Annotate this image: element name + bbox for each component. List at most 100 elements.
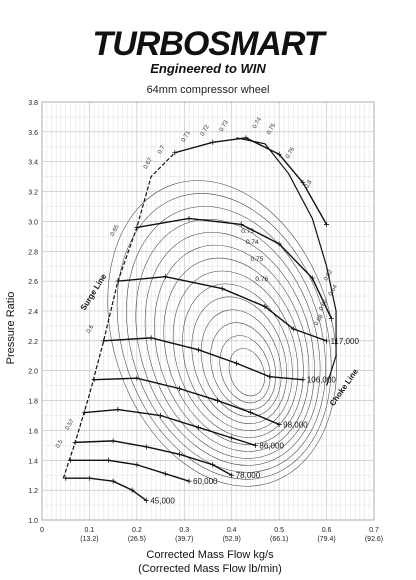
x-tick-label: 0 <box>40 527 44 534</box>
speed-line-marker <box>177 386 183 392</box>
speed-line-marker <box>110 438 116 444</box>
speed-line-marker <box>210 139 216 145</box>
efficiency-value-label: 0.73 <box>219 119 230 133</box>
speed-line-marker <box>172 150 178 156</box>
y-tick-label: 1.8 <box>28 399 38 406</box>
speed-line <box>65 477 147 502</box>
x-axis-title-secondary: (Corrected Mass Flow lb/min) <box>138 563 282 575</box>
x-tick-label: 0.4 <box>227 527 237 534</box>
speed-line-marker <box>129 487 135 493</box>
efficiency-contour <box>116 193 332 480</box>
x-axis-title: Corrected Mass Flow kg/s <box>146 549 274 561</box>
speed-line <box>103 337 303 381</box>
speed-line-marker <box>276 241 282 247</box>
speed-line-marker <box>262 304 268 310</box>
speed-line-marker <box>300 180 306 186</box>
efficiency-value-label: 0.67 <box>143 156 154 170</box>
efficiency-value-label: 0.65 <box>110 224 121 238</box>
efficiency-contour <box>219 335 271 404</box>
speed-line-label: 86,000 <box>259 441 284 450</box>
y-tick-label: 2.2 <box>28 339 38 346</box>
efficiency-value-label: 0.76 <box>285 146 296 160</box>
speed-line-marker <box>186 478 192 484</box>
x-tick-label: 0.3 <box>179 527 189 534</box>
surge-line-label: Surge Line <box>79 272 109 312</box>
speed-line-marker <box>134 462 140 468</box>
brand-tagline: Engineered to WIN <box>150 61 266 76</box>
y-tick-label: 3.0 <box>28 219 38 226</box>
efficiency-value-label: 0.57 <box>65 418 76 432</box>
y-tick-label: 3.2 <box>28 190 38 197</box>
speed-line-label: 45,000 <box>150 497 175 506</box>
speed-line-label: 106,000 <box>307 376 336 385</box>
speed-line-marker <box>148 335 154 341</box>
brand-logo-wordmark: TURBOSMART Engineered to WIN <box>92 25 328 76</box>
speed-line-marker <box>196 424 202 430</box>
axis-ticks: 1.0 1.2 1.4 1.6 1.8 2.0 2.2 2.4 2.6 2.8 3.0 3.2 3.4 3… <box>28 100 383 543</box>
efficiency-value-label: 0.68 <box>314 313 325 327</box>
y-tick-label: 3.8 <box>28 100 38 107</box>
speed-line-marker <box>177 451 183 457</box>
y-tick-label: 2.4 <box>28 309 38 316</box>
efficiency-contour <box>154 244 310 452</box>
efficiency-contour <box>172 270 299 438</box>
efficiency-value-label: 0.64 <box>328 283 339 297</box>
speed-line-marker <box>162 274 168 280</box>
speed-line-marker <box>134 375 140 381</box>
choke-line-label: Choke Line <box>328 367 360 408</box>
speed-line-marker <box>290 326 296 332</box>
y-tick-label: 3.6 <box>28 130 38 137</box>
speed-line-marker <box>300 377 306 383</box>
speed-line-marker <box>309 275 315 281</box>
speed-line-marker <box>105 457 111 463</box>
speed-line-marker <box>214 398 220 404</box>
y-tick-label: 1.6 <box>28 428 38 435</box>
speed-line <box>75 440 233 476</box>
x-tick-sublabel: (39.7) <box>175 536 193 543</box>
speed-line-marker <box>162 471 168 477</box>
speed-line-marker <box>158 413 164 418</box>
efficiency-value-label: 0.8 <box>304 179 314 190</box>
y-tick-label: 2.6 <box>28 279 38 286</box>
speed-line-marker <box>267 374 273 380</box>
chart-grid <box>41 101 375 521</box>
speed-line <box>84 408 256 447</box>
speed-line-marker <box>276 151 282 157</box>
efficiency-label: 0.76 <box>255 276 268 283</box>
speed-line-marker <box>86 475 92 481</box>
efficiency-value-label: 0.72 <box>200 124 211 138</box>
brand-name: TURBOSMART <box>92 25 327 63</box>
speed-line <box>94 377 280 426</box>
x-tick-label: 0.7 <box>369 527 379 534</box>
speed-line-label: 60,000 <box>193 477 218 486</box>
speed-line-marker <box>238 221 244 227</box>
efficiency-contour <box>210 322 277 411</box>
choke-line <box>236 137 337 386</box>
speed-line-marker <box>233 360 239 366</box>
x-tick-sublabel: (52.9) <box>223 536 241 543</box>
x-tick-label: 0.6 <box>322 527 332 534</box>
x-tick-sublabel: (66.1) <box>270 536 288 543</box>
efficiency-value-label: 0.75 <box>266 122 277 136</box>
speed-line-marker <box>143 498 149 504</box>
chart-title: 64mm compressor wheel <box>147 84 270 96</box>
speed-line-label: 98,000 <box>283 420 308 429</box>
speed-line-marker <box>276 421 282 427</box>
efficiency-value-label: 0.5 <box>55 439 65 450</box>
x-tick-sublabel: (26.5) <box>128 536 146 543</box>
efficiency-value-label: 0.74 <box>252 116 263 130</box>
efficiency-contour <box>126 206 326 473</box>
speed-line-label: 117,000 <box>331 337 360 346</box>
efficiency-label: 0.75 <box>251 256 264 263</box>
speed-line-marker <box>196 347 202 353</box>
efficiency-value-label: 0.6 <box>86 324 96 335</box>
x-tick-label: 0.2 <box>132 527 142 534</box>
x-tick-label: 0.5 <box>274 527 284 534</box>
speed-line-marker <box>115 407 121 413</box>
speed-line <box>174 137 328 225</box>
speed-line-marker <box>328 315 334 321</box>
efficiency-value-label: 0.62 <box>323 268 334 282</box>
speed-line-marker <box>324 221 330 227</box>
efficiency-label: 0.73 <box>241 228 254 235</box>
